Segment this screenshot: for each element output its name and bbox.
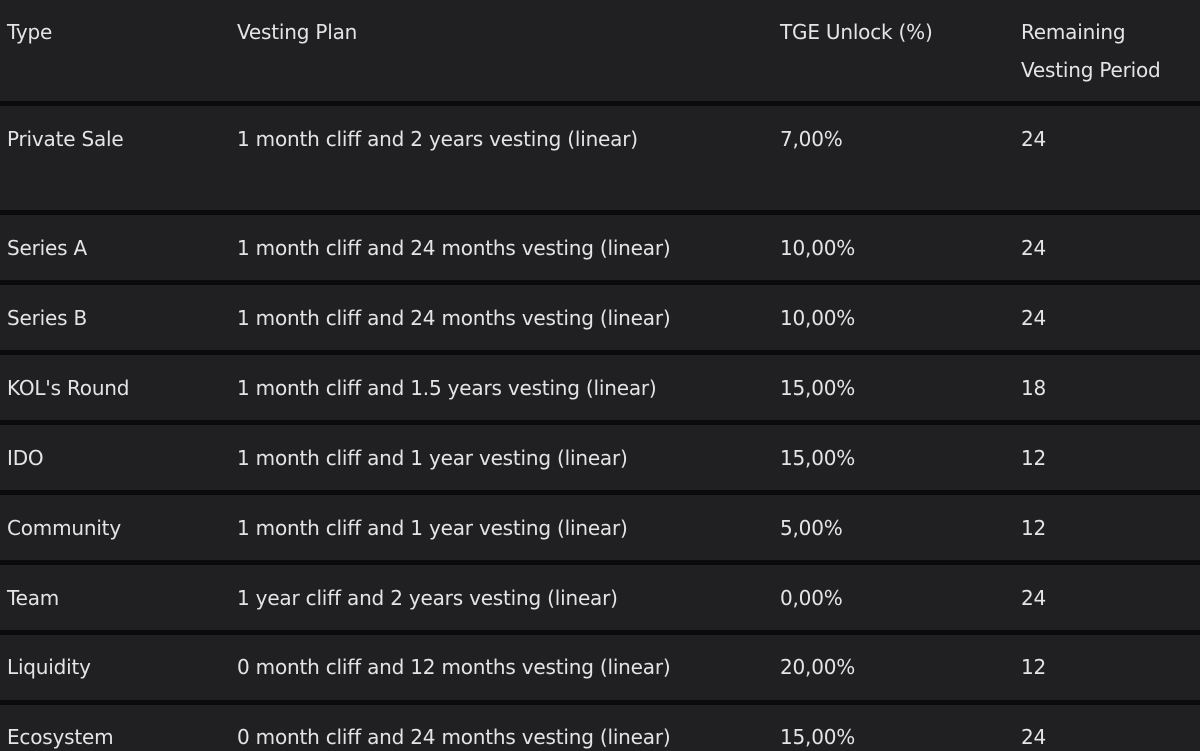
cell-tge-unlock: 10,00%	[780, 236, 856, 260]
table-row: Team 1 year cliff and 2 years vesting (l…	[0, 565, 1200, 630]
cell-type: KOL's Round	[7, 376, 130, 400]
cell-vesting-plan: 1 month cliff and 1 year vesting (linear…	[237, 446, 628, 470]
cell-vesting-plan: 1 month cliff and 1.5 years vesting (lin…	[237, 376, 657, 400]
cell-type: Community	[7, 516, 121, 540]
table-row: Private Sale 1 month cliff and 2 years v…	[0, 106, 1200, 210]
header-vesting-plan: Vesting Plan	[237, 20, 358, 44]
cell-type: Series B	[7, 306, 87, 330]
cell-vesting-plan: 0 month cliff and 24 months vesting (lin…	[237, 725, 671, 749]
cell-tge-unlock: 0,00%	[780, 586, 843, 610]
cell-tge-unlock: 15,00%	[780, 725, 856, 749]
cell-vesting-plan: 1 month cliff and 1 year vesting (linear…	[237, 516, 628, 540]
cell-vesting-plan: 0 month cliff and 12 months vesting (lin…	[237, 655, 671, 679]
cell-remaining: 24	[1021, 725, 1047, 749]
table-row: Series B 1 month cliff and 24 months ves…	[0, 285, 1200, 350]
header-type: Type	[7, 20, 53, 44]
header-vesting-period: Vesting Period	[1021, 58, 1161, 82]
cell-type: Liquidity	[7, 655, 91, 679]
cell-vesting-plan: 1 year cliff and 2 years vesting (linear…	[237, 586, 618, 610]
cell-tge-unlock: 20,00%	[780, 655, 856, 679]
cell-type: IDO	[7, 446, 44, 470]
table-row: Community 1 month cliff and 1 year vesti…	[0, 495, 1200, 560]
cell-tge-unlock: 15,00%	[780, 376, 856, 400]
cell-tge-unlock: 5,00%	[780, 516, 843, 540]
cell-remaining: 24	[1021, 306, 1047, 330]
table-row: Ecosystem 0 month cliff and 24 months ve…	[0, 705, 1200, 751]
cell-tge-unlock: 7,00%	[780, 127, 843, 151]
table-row: KOL's Round 1 month cliff and 1.5 years …	[0, 355, 1200, 420]
cell-remaining: 18	[1021, 376, 1047, 400]
cell-remaining: 24	[1021, 236, 1047, 260]
cell-vesting-plan: 1 month cliff and 24 months vesting (lin…	[237, 236, 671, 260]
table-header-row: Type Vesting Plan TGE Unlock (%) Remaini…	[0, 0, 1200, 101]
table-row: Series A 1 month cliff and 24 months ves…	[0, 215, 1200, 280]
table-row: Liquidity 0 month cliff and 12 months ve…	[0, 635, 1200, 700]
cell-remaining: 12	[1021, 655, 1047, 679]
cell-vesting-plan: 1 month cliff and 2 years vesting (linea…	[237, 127, 638, 151]
cell-type: Ecosystem	[7, 725, 114, 749]
cell-remaining: 12	[1021, 446, 1047, 470]
cell-remaining: 24	[1021, 127, 1047, 151]
header-tge-unlock: TGE Unlock (%)	[780, 20, 933, 44]
cell-remaining: 12	[1021, 516, 1047, 540]
cell-type: Series A	[7, 236, 87, 260]
table-row: IDO 1 month cliff and 1 year vesting (li…	[0, 425, 1200, 490]
cell-tge-unlock: 15,00%	[780, 446, 856, 470]
cell-vesting-plan: 1 month cliff and 24 months vesting (lin…	[237, 306, 671, 330]
cell-type: Private Sale	[7, 127, 124, 151]
cell-tge-unlock: 10,00%	[780, 306, 856, 330]
cell-remaining: 24	[1021, 586, 1047, 610]
cell-type: Team	[7, 586, 60, 610]
header-remaining: Remaining	[1021, 20, 1126, 44]
